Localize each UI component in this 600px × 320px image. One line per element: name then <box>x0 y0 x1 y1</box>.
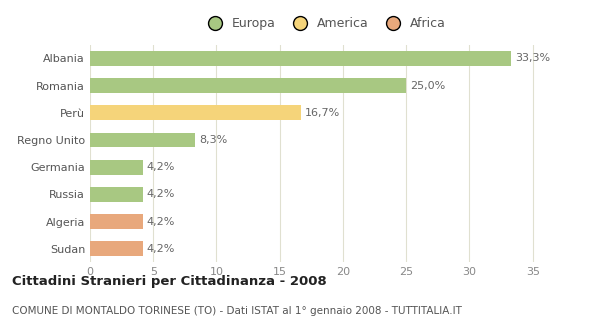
Text: 25,0%: 25,0% <box>410 81 445 91</box>
Legend: Europa, America, Africa: Europa, America, Africa <box>197 12 451 35</box>
Bar <box>90 78 406 93</box>
Text: 8,3%: 8,3% <box>199 135 227 145</box>
Bar <box>90 51 511 66</box>
Text: 4,2%: 4,2% <box>147 244 175 254</box>
Text: 4,2%: 4,2% <box>147 189 175 199</box>
Bar <box>90 132 195 148</box>
Text: Cittadini Stranieri per Cittadinanza - 2008: Cittadini Stranieri per Cittadinanza - 2… <box>12 275 327 288</box>
Bar <box>90 214 143 229</box>
Text: 4,2%: 4,2% <box>147 162 175 172</box>
Bar <box>90 160 143 175</box>
Text: COMUNE DI MONTALDO TORINESE (TO) - Dati ISTAT al 1° gennaio 2008 - TUTTITALIA.IT: COMUNE DI MONTALDO TORINESE (TO) - Dati … <box>12 306 462 316</box>
Text: 16,7%: 16,7% <box>305 108 340 118</box>
Text: 33,3%: 33,3% <box>515 53 550 63</box>
Bar <box>90 187 143 202</box>
Bar <box>90 105 301 120</box>
Bar <box>90 241 143 256</box>
Text: 4,2%: 4,2% <box>147 217 175 227</box>
